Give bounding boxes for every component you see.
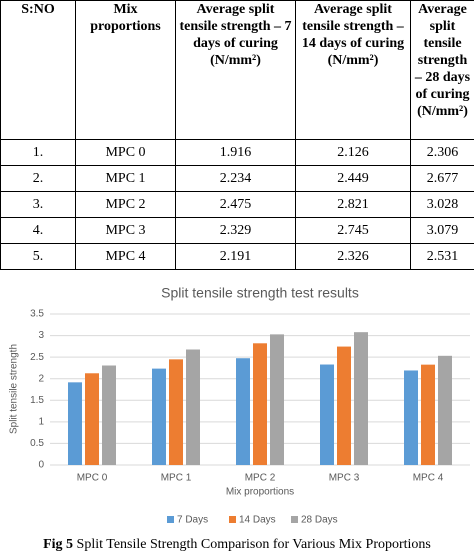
table-cell: 2.449 [295,165,411,192]
y-tick-label: 0.5 [30,438,44,449]
y-tick-label: 1.5 [30,395,44,406]
table-cell: 2.234 [175,165,296,192]
bar [169,359,183,465]
y-axis-label: Split tensile strength [9,344,20,434]
caption: Fig 5 Split Tensile Strength Comparison … [0,537,474,553]
table-cell: MPC 1 [75,165,176,192]
table-cell: MPC 0 [75,139,176,166]
legend-swatch [167,516,174,523]
bar [270,334,284,465]
table-cell: 2.745 [295,217,411,244]
y-tick-label: 3 [38,330,44,341]
table-body: S:NO Mix proportions Average split tensile… [0,0,474,270]
y-tick-label: 2.5 [30,352,44,363]
y-tick-label: 3.5 [30,309,44,320]
table-cell: Average split tensile strength – 7 days … [175,0,296,140]
legend-label: 14 Days [239,515,276,526]
table-cell: 2.677 [410,165,474,192]
bar [438,355,452,465]
table-row: S:NO Mix proportions Average split tensile… [0,0,474,140]
table-cell: 2.531 [410,243,474,270]
bar [68,382,82,465]
table-cell: MPC 2 [75,191,176,218]
table-cell: 5. [0,243,76,270]
table-cell: MPC 4 [75,243,176,270]
table-cell: 2.329 [175,217,296,244]
bar [186,349,200,465]
x-axis-label: Mix proportions [226,487,294,498]
bar [236,358,250,465]
table-cell: 2.475 [175,191,296,218]
table-cell: Average split tensile strength – 14 days… [295,0,411,140]
table-row: 3. MPC 2 2.475 2.821 3.028 [0,191,474,218]
table-row: 4. MPC 3 2.329 2.745 3.079 [0,217,474,244]
table-row: 1. MPC 0 1.916 2.126 2.306 [0,139,474,166]
table-cell: 3. [0,191,76,218]
bar [421,364,435,465]
bar [320,364,334,465]
bar [354,332,368,465]
table-cell: 3.028 [410,191,474,218]
table-cell: 2.326 [295,243,411,270]
table-cell: MPC 3 [75,217,176,244]
y-tick-label: 0 [38,460,44,471]
table-cell: 2.306 [410,139,474,166]
bar [85,373,99,465]
caption-label: Fig 5 [43,537,74,552]
data-table: S:NO Mix proportions Average split tensile… [0,0,474,270]
table-cell: Mix proportions [75,0,176,140]
y-tick-label: 1 [38,416,44,427]
x-tick-label: MPC 2 [245,473,276,484]
bar [404,370,418,465]
chart: Split tensile strength test results Spli… [9,285,470,526]
bar [337,346,351,465]
table-cell: 3.079 [410,217,474,244]
legend-label: 28 Days [301,515,338,526]
table-cell: 2.191 [175,243,296,270]
table-cell: 2. [0,165,76,192]
y-tick-label: 2 [38,373,44,384]
caption-text: Split Tensile Strength Comparison for Va… [76,537,431,552]
legend-label: 7 Days [177,515,208,526]
legend-swatch [229,516,236,523]
table-cell: Average split tensile strength – 28 days… [410,0,474,140]
x-tick-label: MPC 4 [413,473,444,484]
legend-swatch [291,516,298,523]
x-tick-label: MPC 1 [161,473,192,484]
table-cell: 4. [0,217,76,244]
bar [152,368,166,465]
table-row: 5. MPC 4 2.191 2.326 2.531 [0,243,474,270]
table-row: 2. MPC 1 2.234 2.449 2.677 [0,165,474,192]
bar [102,365,116,465]
bar [253,343,267,465]
chart-title: Split tensile strength test results [161,285,359,301]
table-cell: 1. [0,139,76,166]
table-cell: S:NO [0,0,76,140]
table-cell: 2.126 [295,139,411,166]
x-tick-label: MPC 3 [329,473,360,484]
table-cell: 2.821 [295,191,411,218]
table-cell: 1.916 [175,139,296,166]
x-tick-label: MPC 0 [77,473,108,484]
